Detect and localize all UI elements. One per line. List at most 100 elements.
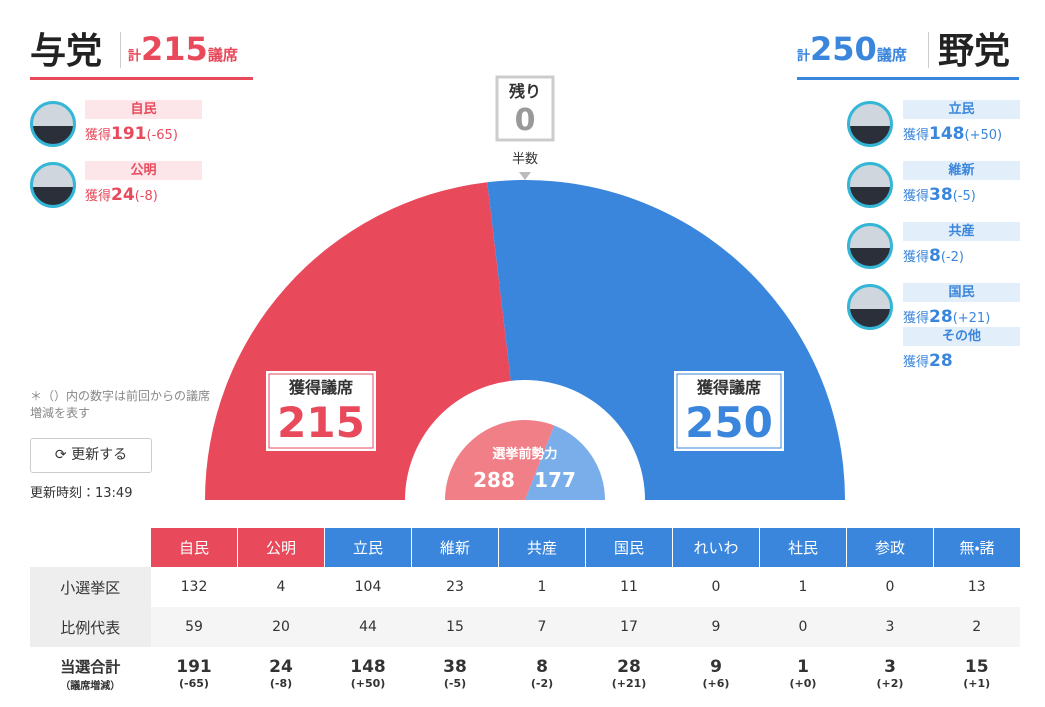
cell-value: 11 <box>620 579 638 595</box>
seat-label: 獲得議席 <box>696 378 761 397</box>
cell-change: (+50) <box>350 677 386 690</box>
cell-value: 2 <box>972 619 982 635</box>
cell-change: (+0) <box>789 677 817 690</box>
party-won: 獲得24(-8) <box>85 185 158 205</box>
prefix: 計 <box>797 49 811 64</box>
cell-change: (+2) <box>876 677 904 690</box>
seat-box-inner <box>268 373 374 449</box>
cell-value: 28 <box>617 657 641 677</box>
cell: 0 <box>760 607 847 647</box>
cell: 28 (+21) <box>586 647 673 700</box>
cell: 3 <box>847 607 934 647</box>
row-label: 小選挙区 <box>30 567 151 607</box>
column-header: 参政 <box>846 528 934 567</box>
cell-change: (-8) <box>269 677 293 690</box>
won-change: (-5) <box>952 189 976 204</box>
cell-value: 148 <box>350 657 386 677</box>
cell: 17 <box>586 607 673 647</box>
row-label-text: 当選合計 <box>60 657 121 676</box>
party-name: 国民 <box>903 283 1020 302</box>
remaining-box <box>495 75 555 142</box>
cell: 0 <box>673 567 760 607</box>
party-name: 公明 <box>85 161 202 180</box>
cell-value: 0 <box>711 579 721 595</box>
cell: 0 <box>847 567 934 607</box>
divider <box>120 32 121 68</box>
pre-opposition-value: 177 <box>534 468 576 492</box>
column-header: 公明 <box>237 528 325 567</box>
cell-value: 1 <box>797 657 809 677</box>
won-label: 獲得 <box>85 128 112 143</box>
suffix: 議席 <box>876 46 907 64</box>
cell-value: 59 <box>185 619 203 635</box>
won-count: 148 <box>929 124 965 144</box>
party-name: その他 <box>903 327 1020 346</box>
opposition-total: 計250議席 <box>797 30 907 68</box>
refresh-button[interactable]: ⟳ 更新する <box>30 438 152 473</box>
won-label: 獲得 <box>903 311 930 326</box>
party-photo <box>847 101 893 147</box>
won-count: 28 <box>929 351 953 371</box>
column-header: 立民 <box>324 528 412 567</box>
cell: 104 <box>325 567 412 607</box>
corner <box>30 528 151 567</box>
remaining-label: 残り <box>508 82 541 101</box>
update-time: 更新時刻：13:49 <box>30 486 133 501</box>
majority-label: 半数 <box>512 152 538 167</box>
won-change: (-8) <box>134 189 158 204</box>
party-name: 自民 <box>85 100 202 119</box>
row-label: 比例代表 <box>30 607 151 647</box>
ruling-total: 計215議席 <box>128 30 238 68</box>
party-won: 獲得191(-65) <box>85 124 178 144</box>
ruling-title: 与党 <box>30 31 103 72</box>
cell: 11 <box>586 567 673 607</box>
suffix: 議席 <box>207 46 238 64</box>
cell-value: 17 <box>620 619 638 635</box>
cell-value: 3 <box>885 619 895 635</box>
won-change: (-65) <box>146 128 178 143</box>
cell: 15 (+1) <box>934 647 1021 700</box>
cell-value: 4 <box>276 579 286 595</box>
cell-change: (+6) <box>702 677 730 690</box>
cell-value: 191 <box>176 657 212 677</box>
party-photo <box>847 284 893 330</box>
underline <box>30 77 253 80</box>
cell-value: 15 <box>446 619 464 635</box>
won-change: (+50) <box>964 128 1003 143</box>
won-count: 38 <box>929 185 953 205</box>
column-header: 自民 <box>150 528 238 567</box>
won-label: 獲得 <box>903 128 930 143</box>
cell: 148 (+50) <box>325 647 412 700</box>
cell: 191 (-65) <box>151 647 238 700</box>
cell: 132 <box>151 567 238 607</box>
data-row: 小選挙区 132 4 104 23 1 11 0 1 0 13 <box>30 567 1020 607</box>
won-label: 獲得 <box>903 355 930 370</box>
cell-value: 38 <box>443 657 467 677</box>
cell: 38 (-5) <box>412 647 499 700</box>
cell-value: 1 <box>798 579 808 595</box>
cell-value: 3 <box>884 657 896 677</box>
cell: 15 <box>412 607 499 647</box>
cell: 1 (+0) <box>760 647 847 700</box>
cell: 3 (+2) <box>847 647 934 700</box>
cell: 9 <box>673 607 760 647</box>
won-change: (+21) <box>952 311 991 326</box>
cell: 8 (-2) <box>499 647 586 700</box>
won-count: 28 <box>929 307 953 327</box>
results-table: 自民 公明 立民 維新 共産 国民 れいわ 社民 参政 無・諸 小選挙区 132 4 104 23 1 11 0 1… <box>30 528 1020 700</box>
seat-value: 215 <box>277 398 365 447</box>
party-won: 獲得28(+21) <box>903 307 990 327</box>
cell-value: 23 <box>446 579 464 595</box>
party-photo <box>30 162 76 208</box>
party-won: 獲得8(-2) <box>903 246 964 266</box>
won-label: 獲得 <box>903 189 930 204</box>
cell-value: 7 <box>537 619 547 635</box>
seat-value: 250 <box>685 398 773 447</box>
cell-value: 13 <box>967 579 986 595</box>
cell-value: 104 <box>354 579 382 595</box>
cell-value: 132 <box>180 579 208 595</box>
cell-value: 9 <box>711 619 721 635</box>
row-label-text: 小選挙区 <box>60 578 121 597</box>
row-sublabel: （議席増減） <box>60 680 121 692</box>
